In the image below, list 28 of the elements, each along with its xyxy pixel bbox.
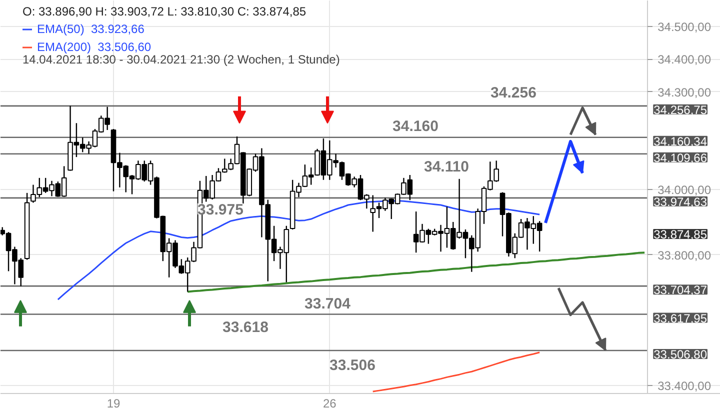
ref-line-label: 33.974,63 xyxy=(654,194,708,209)
annotation: 34.110 xyxy=(424,158,470,176)
y-tick-label: 33.800,00 xyxy=(658,248,712,262)
y-tick-label: 33.400,00 xyxy=(658,378,712,393)
ref-line-label: 34.256,75 xyxy=(654,102,708,117)
annotation: 33.704 xyxy=(304,296,352,313)
text: 14.04.2021 18:30 - 30.04.2021 21:30 (2 Wochen, 1 Stunde) xyxy=(22,52,340,66)
x-tick-label: 19 xyxy=(106,396,120,410)
ref-line-label: 34.160,34 xyxy=(654,134,708,148)
annotation: 34.160 xyxy=(392,118,438,135)
annotation: 33.506 xyxy=(330,357,376,374)
ref-line-label: 33.617,95 xyxy=(654,311,708,326)
y-tick-label: 34.500,00 xyxy=(658,20,712,34)
ref-line-label: 34.109,66 xyxy=(654,150,708,165)
legend-label: EMA(200) 33.506,60 xyxy=(37,40,152,54)
annotation: 33.618 xyxy=(222,318,268,336)
annotation: 34.256 xyxy=(490,84,536,102)
text: 33.874,85 xyxy=(654,227,708,242)
line-series xyxy=(186,252,646,293)
ref-line-label: 33.506,80 xyxy=(654,348,708,362)
ref-line-label: 33.704,37 xyxy=(654,283,708,298)
y-tick-label: 34.000,00 xyxy=(658,183,712,198)
legend-label: EMA(50) 33.923,66 xyxy=(37,22,144,36)
chart-title: O: 33.896,90 H: 33.903,72 L: 33.810,30 C: 33.874,85 xyxy=(22,4,306,18)
x-tick-label: 26 xyxy=(322,396,337,410)
y-tick-label: 34.400,00 xyxy=(658,52,712,67)
y-tick-label: 34.300,00 xyxy=(658,85,712,100)
annotation: 33.975 xyxy=(198,201,244,218)
